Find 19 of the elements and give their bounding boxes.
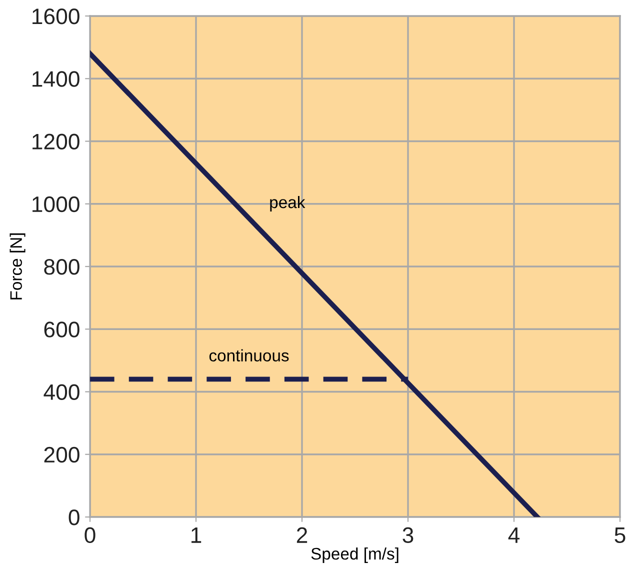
y-tick-label: 1200 xyxy=(32,134,80,150)
x-tick-label: 2 xyxy=(296,527,308,543)
y-tick-label: 1000 xyxy=(32,196,80,212)
x-axis-title: Speed [m/s] xyxy=(311,547,398,563)
x-tick-label: 3 xyxy=(402,527,414,544)
x-tick-label: 5 xyxy=(614,528,626,544)
x-tick-label: 4 xyxy=(508,528,520,543)
y-tick-label: 600 xyxy=(44,322,80,338)
y-tick-label: 200 xyxy=(44,446,80,463)
y-axis-title: Force [N] xyxy=(10,233,26,300)
x-tick-label: 0 xyxy=(84,527,96,544)
y-tick-label: 1400 xyxy=(32,71,80,87)
y-tick-label: 800 xyxy=(44,259,80,275)
series-label: peak xyxy=(270,196,306,212)
y-tick-label: 1600 xyxy=(32,8,80,24)
y-tick-label: 400 xyxy=(44,384,80,400)
x-tick-label: 1 xyxy=(192,528,202,543)
y-tick-label: 0 xyxy=(68,510,80,526)
series-label: continuous xyxy=(209,349,289,362)
